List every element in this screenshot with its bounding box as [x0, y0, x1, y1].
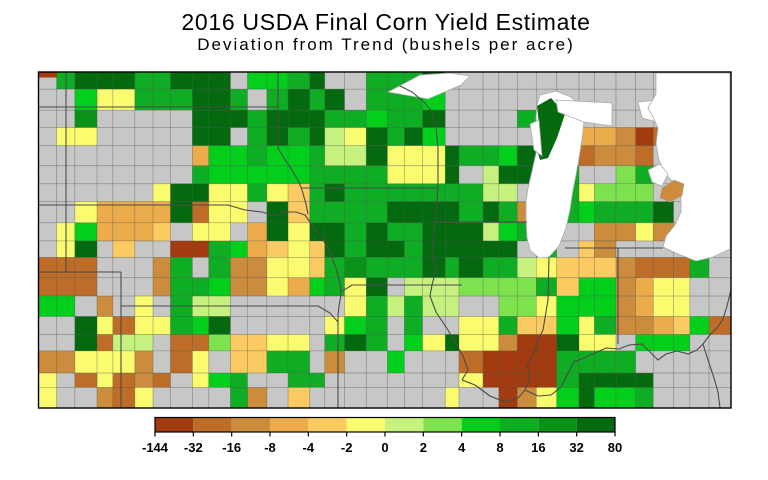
svg-text:-8: -8	[264, 440, 276, 455]
svg-text:16: 16	[531, 440, 545, 455]
svg-text:-4: -4	[303, 440, 315, 455]
svg-text:80: 80	[608, 440, 622, 455]
svg-text:2016 USDA Final Corn Yield Est: 2016 USDA Final Corn Yield Estimate	[181, 9, 590, 35]
svg-text:-144: -144	[142, 440, 169, 455]
svg-text:Deviation from Trend (bushels: Deviation from Trend (bushels per acre)	[197, 35, 575, 54]
svg-text:8: 8	[496, 440, 503, 455]
svg-text:-32: -32	[184, 440, 203, 455]
svg-text:-2: -2	[341, 440, 353, 455]
svg-text:-16: -16	[222, 440, 241, 455]
svg-text:0: 0	[381, 440, 388, 455]
svg-text:32: 32	[569, 440, 583, 455]
svg-text:4: 4	[458, 440, 466, 455]
svg-text:2: 2	[420, 440, 427, 455]
